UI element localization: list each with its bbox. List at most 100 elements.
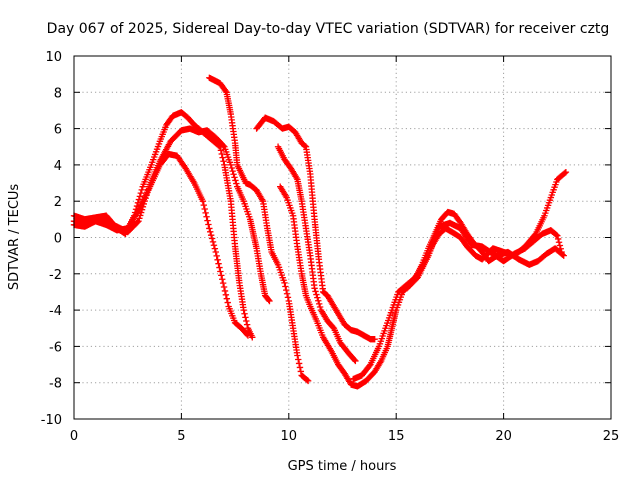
data-point <box>217 268 224 275</box>
series-track-4 <box>206 74 312 385</box>
data-point <box>216 264 223 271</box>
data-point <box>240 306 247 314</box>
data-point <box>244 332 252 339</box>
data-point <box>232 177 239 184</box>
data-point <box>217 147 225 154</box>
data-point <box>218 150 225 158</box>
data-point <box>223 295 231 302</box>
chart-title: Day 067 of 2025, Sidereal Day-to-day VTE… <box>47 21 610 37</box>
data-points <box>70 74 570 390</box>
y-axis-label: SDTVAR / TECUs <box>7 184 22 291</box>
data-point <box>366 362 373 369</box>
data-point <box>220 142 227 149</box>
data-point <box>282 283 289 290</box>
data-point <box>301 142 309 150</box>
x-axis-label: GPS time / hours <box>288 459 397 474</box>
data-point <box>555 239 563 246</box>
data-point <box>211 245 219 252</box>
y-tick-label: 8 <box>54 86 62 101</box>
data-point <box>220 158 227 165</box>
data-point <box>207 228 214 235</box>
data-point <box>295 356 302 363</box>
data-point <box>215 260 222 267</box>
y-tick-label: 2 <box>54 195 62 210</box>
y-tick-label: 4 <box>54 159 62 174</box>
data-point <box>206 225 213 232</box>
data-point <box>137 189 145 197</box>
grid <box>74 56 611 419</box>
data-point <box>284 294 292 301</box>
data-point <box>315 297 322 304</box>
data-point <box>556 242 564 249</box>
data-point <box>560 252 567 259</box>
data-point <box>242 314 249 321</box>
data-point <box>204 217 211 224</box>
y-tick-label: -10 <box>41 413 62 428</box>
data-point <box>554 235 562 243</box>
data-point <box>243 321 251 328</box>
data-point <box>208 235 216 242</box>
data-point <box>229 167 236 175</box>
data-point <box>283 286 290 294</box>
data-point <box>315 300 323 308</box>
data-point <box>230 171 237 178</box>
data-point <box>135 217 142 225</box>
y-tick-label: -2 <box>49 268 62 283</box>
data-point <box>233 180 240 187</box>
plot-frame <box>73 55 612 420</box>
data-point <box>313 291 320 298</box>
data-point <box>553 231 560 239</box>
y-tick-label: -6 <box>49 340 62 355</box>
data-point <box>221 287 229 295</box>
y-tick-label: 6 <box>54 123 62 138</box>
data-point <box>557 245 564 252</box>
data-point <box>207 231 215 239</box>
data-point <box>311 285 318 292</box>
data-point <box>266 297 273 305</box>
data-point <box>243 331 251 338</box>
data-point <box>265 296 272 304</box>
data-point <box>554 232 561 239</box>
series-track-3 <box>70 150 252 339</box>
data-point <box>219 276 226 283</box>
x-tick-label: 25 <box>603 429 620 444</box>
data-point <box>212 248 219 256</box>
series-track-5 <box>253 114 378 343</box>
data-point <box>136 215 143 222</box>
data-point <box>214 256 221 263</box>
data-point <box>243 317 250 325</box>
data-point <box>136 193 144 200</box>
data-point <box>562 168 570 176</box>
data-point <box>295 360 303 367</box>
data-point <box>209 238 217 246</box>
data-point <box>134 218 141 226</box>
y-tick-label: -4 <box>49 304 62 319</box>
data-point <box>200 201 208 209</box>
data-point <box>218 272 225 279</box>
data-point <box>294 352 301 359</box>
data-point <box>281 279 288 287</box>
data-point <box>222 87 229 95</box>
data-point <box>231 174 238 181</box>
data-point <box>203 213 210 220</box>
data-point <box>316 303 324 311</box>
data-point <box>249 334 256 341</box>
data-point <box>559 251 566 259</box>
series-track-9 <box>403 219 565 292</box>
data-point <box>558 248 565 256</box>
data-point <box>304 376 311 384</box>
x-tick-label: 15 <box>388 429 405 444</box>
data-point <box>227 161 235 169</box>
data-point <box>304 377 312 385</box>
x-tick-label: 10 <box>281 429 298 444</box>
data-point <box>205 221 212 228</box>
data-point <box>297 368 305 375</box>
data-point <box>352 357 359 365</box>
data-point <box>199 198 207 205</box>
x-tick-label: 0 <box>70 429 78 444</box>
data-point <box>210 242 218 249</box>
data-point <box>561 169 569 177</box>
data-point <box>202 209 209 217</box>
data-point <box>224 299 231 306</box>
axes: 0 5 10 15 20 25 -10 -8 -6 -4 -2 0 2 4 6 8 10 <box>41 50 620 444</box>
